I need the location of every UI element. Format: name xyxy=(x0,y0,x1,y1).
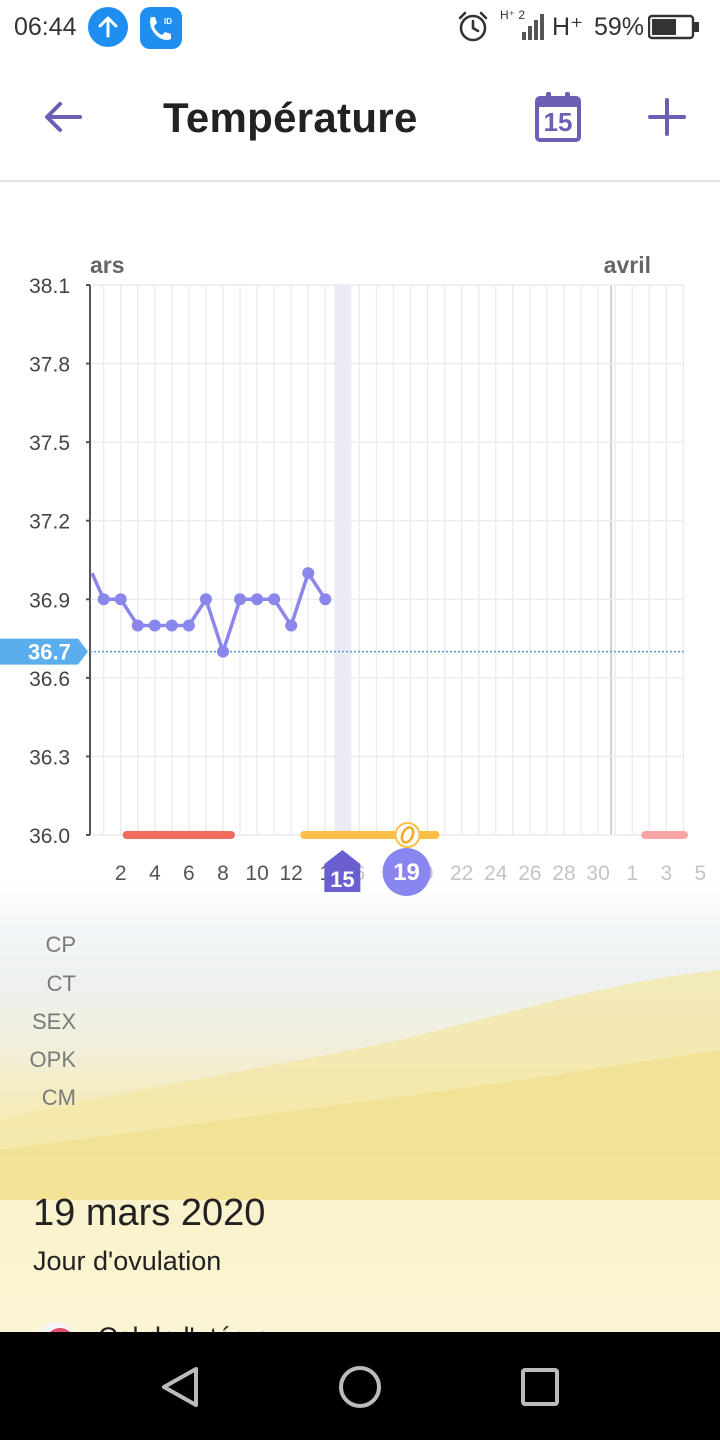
y-tick-label: 36.6 xyxy=(29,668,70,691)
battery-percentage: 59% xyxy=(594,13,645,41)
status-time: 06:44 xyxy=(14,13,77,41)
temperature-point[interactable] xyxy=(148,619,161,632)
y-tick-label: 36.3 xyxy=(29,746,70,769)
x-tick-label: 6 xyxy=(183,862,195,885)
temperature-line xyxy=(90,571,327,654)
plus-icon[interactable] xyxy=(644,94,690,140)
today-badge[interactable] xyxy=(324,850,361,892)
temperature-point[interactable] xyxy=(165,619,178,632)
y-tick-label: 37.8 xyxy=(29,354,70,377)
ovulation-egg-shape xyxy=(400,826,415,844)
today-badge-label: 15 xyxy=(330,867,354,892)
temperature-point[interactable] xyxy=(251,593,264,606)
row-label-cm: CM xyxy=(41,1085,76,1110)
temperature-point[interactable] xyxy=(131,619,144,632)
y-tick-label: 36.0 xyxy=(29,825,70,848)
signal-small-label: H⁺ 2 xyxy=(500,8,526,22)
nav-recents-icon[interactable] xyxy=(515,1362,565,1412)
svg-text:ID: ID xyxy=(164,17,172,26)
temperature-point[interactable] xyxy=(182,619,195,632)
temperature-chart[interactable]: 38.1 37.8 37.5 37.2 36.9 36.6 36.3 36.0 ars avril… xyxy=(0,240,720,900)
day-status: Jour d'ovulation xyxy=(33,1246,222,1276)
selected-day-label: 19 xyxy=(393,859,420,886)
x-tick-label: 22 xyxy=(450,862,473,885)
y-tick-label: 37.5 xyxy=(29,432,70,455)
network-type: H⁺ xyxy=(552,13,584,41)
y-tick-label: 36.9 xyxy=(29,589,70,612)
x-tick-label: 24 xyxy=(484,862,508,885)
baseline-label: 36.7 xyxy=(28,640,71,665)
temperature-point[interactable] xyxy=(319,593,332,606)
row-label-ct: CT xyxy=(46,971,76,996)
back-arrow-icon[interactable] xyxy=(40,94,86,140)
x-tick-label: 12 xyxy=(280,862,303,885)
status-bar: 06:44 ID H⁺ 2 H⁺ 59% xyxy=(0,0,720,56)
row-label-cp: CP xyxy=(45,932,76,957)
temperature-point[interactable] xyxy=(199,593,212,606)
x-tick-label: 10 xyxy=(245,862,268,885)
row-label-sex: SEX xyxy=(31,1009,76,1034)
x-tick-label: 1 xyxy=(626,862,638,885)
detail-list-item[interactable]: Col de l'utérus xyxy=(36,1318,720,1332)
month-label-avril: avril xyxy=(604,252,651,278)
temperature-point[interactable] xyxy=(302,567,315,580)
detail-item-label: Col de l'utérus xyxy=(98,1322,270,1332)
x-tick-label: 28 xyxy=(552,862,575,885)
x-tick-label: 8 xyxy=(217,862,229,885)
x-tick-label: 4 xyxy=(149,862,161,885)
temperature-point[interactable] xyxy=(234,593,247,606)
temperature-point[interactable] xyxy=(268,593,281,606)
page-title: Température xyxy=(163,94,418,141)
app-bar: Température 15 xyxy=(0,56,720,182)
battery-icon xyxy=(648,14,699,40)
temperature-point[interactable] xyxy=(97,593,110,606)
calendar-day: 15 xyxy=(543,107,573,137)
calendar-button[interactable]: 15 xyxy=(534,90,582,144)
calendar-icon xyxy=(535,92,581,142)
baseline-marker xyxy=(0,638,88,665)
y-tick-label: 38.1 xyxy=(29,275,70,298)
alarm-icon xyxy=(458,11,488,42)
x-tick-label: 2 xyxy=(115,862,127,885)
selected-day-badge[interactable] xyxy=(382,848,431,896)
temperature-point[interactable] xyxy=(216,645,229,658)
month-label-mars: ars xyxy=(90,252,125,278)
x-tick-label: 3 xyxy=(660,862,672,885)
temperature-point[interactable] xyxy=(114,593,127,606)
navigation-bar xyxy=(0,1332,720,1440)
signal-icon: H⁺ 2 xyxy=(500,8,550,44)
upload-icon xyxy=(88,7,128,47)
y-tick-label: 37.2 xyxy=(29,511,70,534)
caller-id-icon: ID xyxy=(140,7,182,49)
nav-back-icon[interactable] xyxy=(156,1362,206,1412)
row-label-opk: OPK xyxy=(29,1047,76,1072)
temperature-point[interactable] xyxy=(285,619,298,632)
selected-date: 19 mars 2020 xyxy=(33,1192,266,1234)
x-tick-label: 30 xyxy=(586,862,609,885)
background-hill xyxy=(0,970,720,1200)
x-tick-label: 5 xyxy=(695,862,707,885)
cervix-icon xyxy=(36,1322,76,1332)
x-tick-label: 26 xyxy=(518,862,541,885)
nav-home-icon[interactable] xyxy=(335,1362,385,1412)
